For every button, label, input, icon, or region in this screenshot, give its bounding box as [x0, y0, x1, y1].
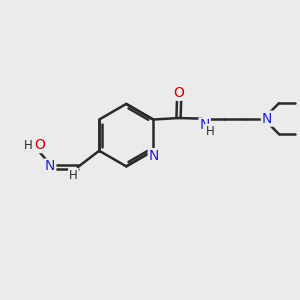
Text: O: O [174, 86, 184, 100]
Text: H: H [69, 169, 78, 182]
Text: O: O [34, 138, 45, 152]
Text: H: H [206, 124, 215, 138]
Text: H: H [23, 139, 32, 152]
Text: N: N [200, 118, 210, 133]
Text: N: N [262, 112, 272, 126]
Text: N: N [45, 160, 55, 173]
Text: N: N [149, 149, 159, 163]
